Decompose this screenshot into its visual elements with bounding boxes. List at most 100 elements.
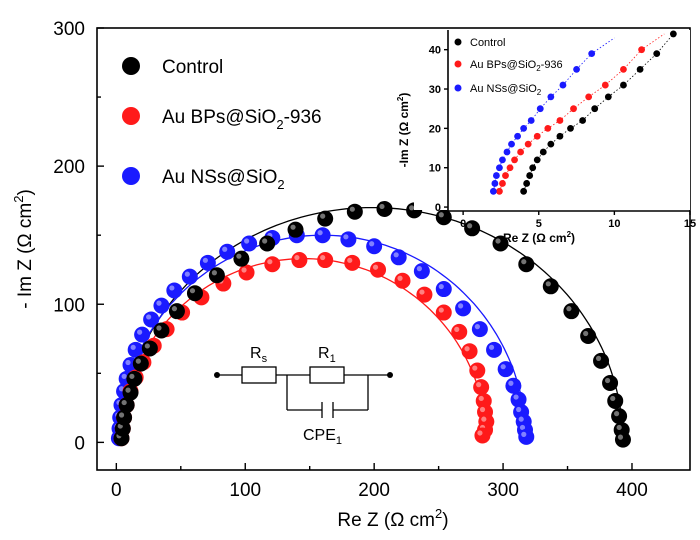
- legend-marker-au-nss: [122, 167, 140, 185]
- data-point-highlight: [121, 399, 127, 406]
- resistor-rs: [241, 366, 277, 384]
- data-point-highlight: [595, 355, 602, 361]
- data-point: [492, 235, 509, 252]
- inset-data-point: [591, 105, 599, 113]
- inset-data-point: [502, 172, 509, 179]
- inset-data-point: [489, 187, 497, 195]
- data-point: [122, 384, 139, 401]
- data-point-highlight: [438, 212, 444, 218]
- data-point-highlight: [294, 254, 300, 261]
- data-point: [510, 391, 527, 408]
- data-point-highlight: [241, 267, 247, 273]
- inset-data-point: [496, 187, 503, 195]
- data-point-highlight: [118, 412, 125, 418]
- data-point: [435, 209, 452, 226]
- data-point-highlight: [244, 238, 250, 244]
- data-point-highlight: [320, 213, 326, 219]
- data-point: [241, 235, 258, 252]
- inset-legend-label-au-bps: Au BPs@SiO2-936: [470, 59, 563, 73]
- data-point: [435, 304, 452, 321]
- data-point-highlight: [393, 252, 399, 258]
- data-point-highlight: [516, 406, 522, 413]
- data-point: [435, 281, 452, 298]
- inset-data-point: [496, 164, 503, 172]
- data-point: [141, 340, 158, 357]
- inset-x-tick-label: 0: [460, 218, 466, 230]
- inset-data-point: [653, 50, 661, 58]
- x-tick-label: 100: [229, 480, 261, 501]
- data-point-highlight: [184, 271, 190, 277]
- inset-data-point: [547, 140, 555, 148]
- data-point: [314, 227, 331, 244]
- data-point: [291, 252, 308, 269]
- data-point: [199, 254, 216, 271]
- inset-data-point: [520, 187, 528, 195]
- data-point: [153, 322, 170, 339]
- data-point-highlight: [211, 270, 217, 276]
- inset-y-ticks: 0 10 20 30 40: [429, 45, 448, 214]
- data-point-highlight: [397, 275, 403, 281]
- data-point-highlight: [409, 205, 415, 211]
- plot-frame: [96, 27, 691, 471]
- data-point: [413, 263, 430, 280]
- y-axis-ticks: 0 100 200 300: [53, 19, 104, 454]
- inset-data-point: [523, 180, 531, 187]
- data-point-highlight: [464, 346, 470, 352]
- data-point-highlight: [222, 246, 228, 252]
- data-point: [518, 428, 535, 445]
- data-point-highlight: [610, 395, 616, 402]
- inset-data-point: [579, 117, 587, 124]
- inset-data-point: [526, 172, 534, 179]
- data-point-highlight: [372, 264, 379, 270]
- data-point: [134, 326, 151, 343]
- inset-y-tick-label: 20: [429, 123, 441, 135]
- data-point: [593, 352, 610, 369]
- data-point: [602, 374, 619, 391]
- inset-data-point: [620, 65, 627, 73]
- legend-marker-control: [122, 57, 140, 75]
- data-point-highlight: [236, 253, 242, 259]
- legend-label-au-bps: Au BPs@SiO2-936: [162, 107, 322, 132]
- data-point: [505, 377, 522, 394]
- data-point: [344, 254, 361, 271]
- data-point: [186, 285, 203, 302]
- data-point: [317, 210, 334, 227]
- inset-legend-marker-control: [454, 38, 462, 46]
- inset-data-point: [533, 132, 541, 140]
- data-point: [473, 379, 490, 396]
- data-point-highlight: [479, 406, 486, 413]
- inset-data-point: [539, 148, 547, 156]
- data-point: [497, 361, 514, 378]
- y-tick-label: 200: [53, 157, 85, 178]
- data-point: [518, 256, 535, 273]
- data-point-highlight: [476, 382, 482, 388]
- inset-data-point: [636, 65, 644, 73]
- data-point: [469, 362, 486, 379]
- data-point: [455, 300, 472, 317]
- inset-fit-au-bps-sio: [499, 33, 665, 192]
- inset-data-point: [638, 46, 645, 54]
- y-tick-label: 300: [53, 19, 85, 40]
- inset-data-point: [508, 140, 515, 148]
- inset-data-point: [585, 93, 593, 101]
- inset-data-point: [544, 124, 552, 132]
- inset-x-tick-label: 5: [536, 218, 542, 230]
- equivalent-circuit: Rs R1 CPE1: [214, 345, 393, 447]
- data-point: [611, 408, 628, 425]
- data-point-highlight: [454, 326, 460, 332]
- data-points-group: [110, 200, 631, 448]
- data-point-highlight: [146, 314, 152, 320]
- inset-data-point: [556, 117, 564, 124]
- y-tick-label: 0: [74, 433, 85, 454]
- inset-data-point: [604, 93, 612, 101]
- data-point: [461, 343, 478, 360]
- data-point-highlight: [156, 300, 162, 306]
- data-point-highlight: [521, 431, 527, 437]
- inset-x-tick-label: 10: [608, 218, 620, 230]
- data-point: [153, 297, 170, 314]
- data-point: [390, 249, 407, 266]
- data-point-highlight: [290, 224, 296, 230]
- label-r1: R1: [318, 345, 336, 365]
- data-point-highlight: [171, 306, 178, 312]
- inset-chart: 0 5 10 15 0 10 20 30 40 Re Z (Ω cm2) -Im Z (Ω c…: [396, 30, 696, 245]
